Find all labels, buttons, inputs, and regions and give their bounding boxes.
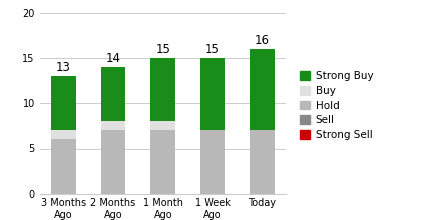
Bar [150, 121, 175, 130]
Legend: Strong Buy, Buy, Hold, Sell, Strong Sell: Strong Buy, Buy, Hold, Sell, Strong Sell [300, 71, 373, 140]
Text: 14: 14 [106, 52, 121, 65]
Text: 15: 15 [155, 43, 170, 56]
Text: 15: 15 [205, 43, 220, 56]
Bar [101, 130, 125, 194]
Bar [51, 76, 76, 130]
Bar [200, 58, 225, 130]
Bar [150, 130, 175, 194]
Bar [51, 130, 76, 139]
Bar [101, 121, 125, 130]
Bar [101, 67, 125, 121]
Bar [200, 130, 225, 194]
Bar [51, 139, 76, 194]
Text: 13: 13 [56, 61, 71, 74]
Bar [250, 49, 275, 130]
Text: 16: 16 [255, 34, 270, 47]
Bar [250, 130, 275, 194]
Bar [150, 58, 175, 121]
